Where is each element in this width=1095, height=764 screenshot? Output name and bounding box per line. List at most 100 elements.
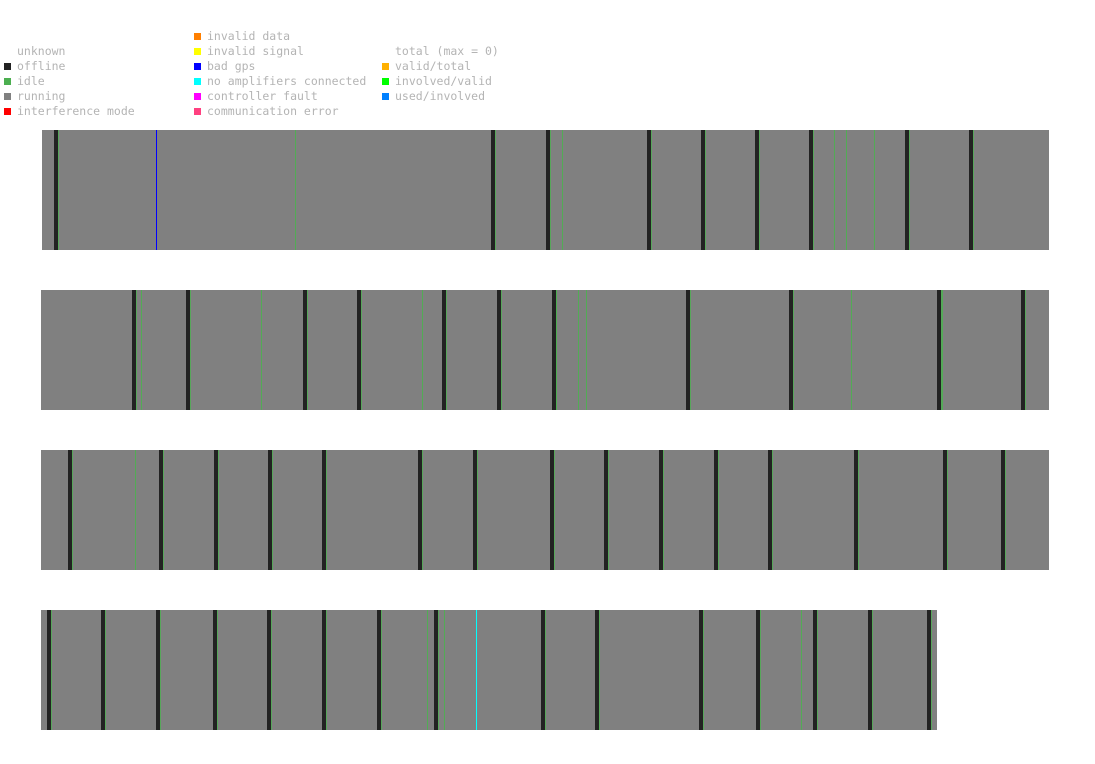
event-marker-offline bbox=[434, 610, 438, 730]
legend-errors: invalid data invalid signal bad gps no ampl… bbox=[194, 29, 366, 119]
event-marker-offline bbox=[47, 610, 51, 730]
event-marker-idle bbox=[874, 130, 875, 250]
event-marker-edge bbox=[160, 610, 161, 730]
event-marker-edge bbox=[105, 610, 106, 730]
legend-item-involved-valid: involved/valid bbox=[382, 74, 499, 89]
event-marker-idle bbox=[578, 290, 579, 410]
event-marker-edge bbox=[909, 130, 910, 250]
event-marker-offline bbox=[213, 610, 217, 730]
event-marker-edge bbox=[218, 450, 219, 570]
legend-swatch-empty bbox=[382, 48, 389, 55]
legend-label: invalid signal bbox=[207, 44, 304, 58]
event-marker-edge bbox=[381, 610, 382, 730]
legend-swatch bbox=[194, 63, 201, 70]
event-marker-offline bbox=[322, 450, 326, 570]
legend-swatch bbox=[194, 93, 201, 100]
event-marker-edge bbox=[872, 610, 873, 730]
event-marker-idle bbox=[801, 610, 802, 730]
event-marker-offline bbox=[943, 450, 947, 570]
event-marker-edge bbox=[422, 450, 423, 570]
event-marker-edge bbox=[599, 610, 600, 730]
event-marker-edge bbox=[817, 610, 818, 730]
event-marker-offline bbox=[550, 450, 554, 570]
event-marker-idle bbox=[261, 290, 262, 410]
event-marker-offline bbox=[1021, 290, 1025, 410]
event-marker-offline bbox=[377, 610, 381, 730]
event-marker-offline bbox=[473, 450, 477, 570]
event-marker-offline bbox=[186, 290, 190, 410]
event-marker-edge bbox=[307, 290, 308, 410]
event-marker-offline bbox=[813, 610, 817, 730]
timeline-lane-4 bbox=[41, 610, 937, 730]
event-marker-idle bbox=[556, 290, 557, 410]
event-marker-edge bbox=[545, 610, 546, 730]
legend-item-no-amplifiers-connected: no amplifiers connected bbox=[194, 74, 366, 89]
event-marker-edge bbox=[477, 450, 478, 570]
event-marker-offline bbox=[755, 130, 759, 250]
event-marker-offline bbox=[969, 130, 973, 250]
event-marker-offline bbox=[768, 450, 772, 570]
event-marker-idle bbox=[422, 290, 423, 410]
event-marker-offline bbox=[491, 130, 495, 250]
legend-ratios: total (max = 0) valid/total involved/valid… bbox=[382, 44, 499, 104]
event-marker-edge bbox=[271, 610, 272, 730]
legend-swatch bbox=[4, 78, 11, 85]
event-marker-offline bbox=[699, 610, 703, 730]
legend-label: interference mode bbox=[17, 104, 135, 118]
event-marker-edge bbox=[941, 290, 942, 410]
lane-running-background bbox=[41, 610, 937, 730]
event-marker-offline bbox=[905, 130, 909, 250]
event-marker-edge bbox=[1025, 290, 1026, 410]
event-marker-edge bbox=[651, 130, 652, 250]
timeline-lane-1 bbox=[42, 130, 1049, 250]
event-marker-edge bbox=[690, 290, 691, 410]
legend-label: used/involved bbox=[395, 89, 486, 103]
legend-label: controller fault bbox=[207, 89, 318, 103]
legend-item-invalid-signal: invalid signal bbox=[194, 44, 366, 59]
event-marker-edge bbox=[858, 450, 859, 570]
event-marker-edge bbox=[326, 450, 327, 570]
event-marker-bad-gps bbox=[156, 130, 157, 250]
legend-label: total (max = 0) bbox=[395, 44, 499, 58]
legend-swatch bbox=[382, 78, 389, 85]
event-marker-offline bbox=[156, 610, 160, 730]
event-marker-offline bbox=[854, 450, 858, 570]
event-marker-offline bbox=[552, 290, 556, 410]
event-marker-edge bbox=[501, 290, 502, 410]
event-marker-edge bbox=[1005, 450, 1006, 570]
event-marker-edge bbox=[931, 610, 932, 730]
event-marker-edge bbox=[608, 450, 609, 570]
legend-item-invalid-data: invalid data bbox=[194, 29, 366, 44]
legend-item-running: running bbox=[4, 89, 135, 104]
event-marker-edge bbox=[718, 450, 719, 570]
event-marker-idle bbox=[586, 290, 587, 410]
event-marker-offline bbox=[868, 610, 872, 730]
event-marker-edge bbox=[190, 290, 191, 410]
lane-running-background bbox=[42, 130, 1049, 250]
event-marker-offline bbox=[267, 610, 271, 730]
event-marker-edge bbox=[760, 610, 761, 730]
event-marker-offline bbox=[937, 290, 941, 410]
legend-label: bad gps bbox=[207, 59, 256, 73]
lane-running-background bbox=[41, 450, 1049, 570]
event-marker-edge bbox=[550, 130, 551, 250]
event-marker-idle bbox=[141, 290, 142, 410]
legend-swatch-empty bbox=[4, 48, 11, 55]
event-marker-offline bbox=[418, 450, 422, 570]
event-marker-edge bbox=[361, 290, 362, 410]
event-marker-edge bbox=[72, 450, 73, 570]
event-marker-edge bbox=[272, 450, 273, 570]
legend-swatch bbox=[382, 93, 389, 100]
event-marker-idle bbox=[846, 130, 847, 250]
event-marker-offline bbox=[546, 130, 550, 250]
event-marker-offline bbox=[541, 610, 545, 730]
event-marker-offline bbox=[357, 290, 361, 410]
event-marker-offline bbox=[497, 290, 501, 410]
legend-label: communication error bbox=[207, 104, 339, 118]
event-marker-idle bbox=[562, 130, 563, 250]
event-marker-edge bbox=[438, 610, 439, 730]
event-marker-edge bbox=[495, 130, 496, 250]
event-marker-offline bbox=[714, 450, 718, 570]
legend-label: no amplifiers connected bbox=[207, 74, 367, 88]
event-marker-edge bbox=[973, 130, 974, 250]
